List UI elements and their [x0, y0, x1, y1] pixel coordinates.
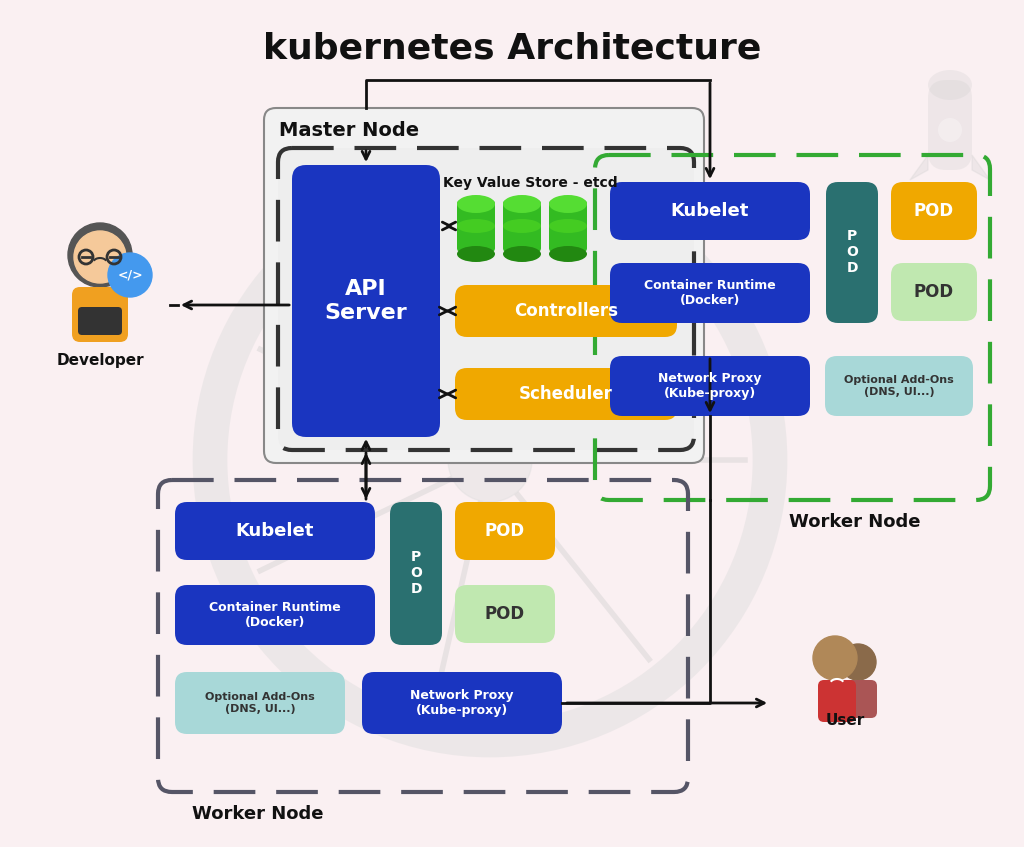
Circle shape: [108, 253, 152, 297]
FancyBboxPatch shape: [891, 263, 977, 321]
Text: POD: POD: [485, 522, 525, 540]
FancyBboxPatch shape: [175, 585, 375, 645]
Text: Worker Node: Worker Node: [790, 513, 921, 531]
FancyBboxPatch shape: [455, 585, 555, 643]
FancyBboxPatch shape: [78, 307, 122, 335]
FancyBboxPatch shape: [292, 165, 440, 437]
Ellipse shape: [457, 219, 495, 233]
Ellipse shape: [503, 219, 541, 233]
Ellipse shape: [457, 195, 495, 213]
Text: Worker Node: Worker Node: [193, 805, 324, 823]
Text: User: User: [825, 712, 864, 728]
FancyBboxPatch shape: [826, 182, 878, 323]
FancyBboxPatch shape: [175, 502, 375, 560]
Circle shape: [68, 223, 132, 287]
Polygon shape: [972, 155, 990, 180]
Text: P
O
D: P O D: [846, 229, 858, 275]
Circle shape: [840, 644, 876, 680]
Text: Optional Add-Ons
(DNS, UI...): Optional Add-Ons (DNS, UI...): [205, 692, 314, 714]
FancyBboxPatch shape: [72, 287, 128, 342]
Text: Developer: Developer: [56, 352, 143, 368]
FancyBboxPatch shape: [891, 182, 977, 240]
FancyBboxPatch shape: [818, 680, 856, 722]
Circle shape: [449, 418, 532, 502]
Circle shape: [74, 231, 126, 283]
FancyBboxPatch shape: [928, 80, 972, 170]
FancyBboxPatch shape: [610, 263, 810, 323]
Text: kubernetes Architecture: kubernetes Architecture: [263, 31, 761, 65]
Ellipse shape: [503, 246, 541, 262]
Ellipse shape: [503, 195, 541, 213]
FancyBboxPatch shape: [264, 108, 705, 463]
Polygon shape: [910, 155, 928, 180]
Text: </>: </>: [117, 268, 142, 281]
FancyBboxPatch shape: [503, 200, 541, 252]
Text: API
Server: API Server: [325, 280, 408, 323]
Text: POD: POD: [914, 202, 954, 220]
FancyBboxPatch shape: [457, 200, 495, 252]
Ellipse shape: [457, 246, 495, 262]
Text: P
O
D: P O D: [410, 550, 422, 596]
FancyBboxPatch shape: [845, 680, 877, 718]
Text: POD: POD: [914, 283, 954, 301]
FancyBboxPatch shape: [455, 502, 555, 560]
FancyBboxPatch shape: [455, 368, 677, 420]
Ellipse shape: [549, 219, 587, 233]
FancyBboxPatch shape: [549, 200, 587, 252]
FancyBboxPatch shape: [825, 356, 973, 416]
Circle shape: [813, 636, 857, 680]
FancyBboxPatch shape: [390, 502, 442, 645]
FancyBboxPatch shape: [278, 148, 694, 450]
FancyBboxPatch shape: [610, 182, 810, 240]
Text: POD: POD: [485, 605, 525, 623]
Text: Container Runtime
(Docker): Container Runtime (Docker): [209, 601, 341, 629]
Ellipse shape: [549, 195, 587, 213]
Circle shape: [938, 118, 962, 142]
Text: Kubelet: Kubelet: [236, 522, 314, 540]
FancyBboxPatch shape: [175, 672, 345, 734]
Ellipse shape: [549, 246, 587, 262]
Text: Network Proxy
(Kube-proxy): Network Proxy (Kube-proxy): [658, 372, 762, 400]
Text: Container Runtime
(Docker): Container Runtime (Docker): [644, 279, 776, 307]
FancyBboxPatch shape: [610, 356, 810, 416]
Text: Network Proxy
(Kube-proxy): Network Proxy (Kube-proxy): [411, 689, 514, 717]
Text: Optional Add-Ons
(DNS, UI...): Optional Add-Ons (DNS, UI...): [844, 375, 954, 396]
Text: Scheduler: Scheduler: [519, 385, 613, 403]
FancyBboxPatch shape: [362, 672, 562, 734]
Text: Controllers: Controllers: [514, 302, 618, 320]
Text: Key Value Store - etcd: Key Value Store - etcd: [442, 176, 617, 190]
FancyBboxPatch shape: [455, 285, 677, 337]
Text: Kubelet: Kubelet: [671, 202, 750, 220]
Text: Master Node: Master Node: [279, 120, 419, 140]
Ellipse shape: [928, 70, 972, 100]
